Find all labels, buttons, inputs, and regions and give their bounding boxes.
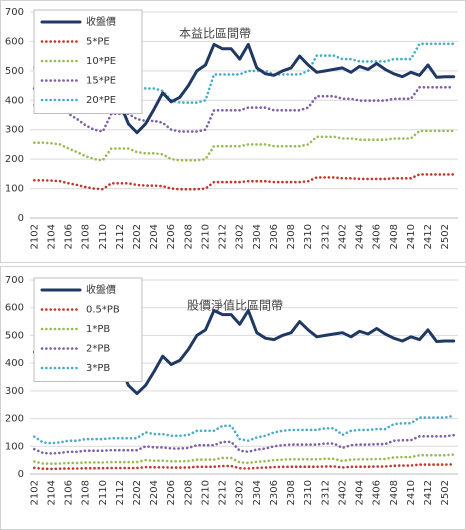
x-tick-label: 2202 [132, 480, 143, 505]
legend-label: 2*PB [86, 344, 110, 355]
legend-label: 15*PE [86, 76, 116, 87]
x-tick-label: 2502 [440, 480, 451, 505]
y-tick-label: 400 [5, 95, 24, 106]
x-tick-label: 2312 [320, 480, 331, 505]
x-tick-label: 2410 [406, 480, 417, 505]
y-tick-label: 500 [5, 66, 24, 77]
legend-label: 20*PE [86, 95, 116, 106]
series-line [33, 463, 455, 471]
legend-label: 3*PB [86, 363, 110, 374]
y-tick-label: 100 [5, 184, 24, 195]
legend: 收盤價 0.5*PB 1*PB 2*PB 3*PB [33, 277, 143, 382]
x-tick-label: 2206 [166, 480, 177, 505]
legend-box [33, 9, 143, 114]
x-tick-label: 2308 [286, 480, 297, 505]
pb-chart: 0 100 200 300 400 500 600 700 2102 2104 2106 2108 21… [0, 266, 466, 530]
legend: 收盤價 5*PE 10*PE 15*PE 20*PE [33, 9, 143, 114]
series-line [33, 414, 455, 445]
series-line [33, 453, 455, 465]
x-tick-label: 2110 [98, 480, 109, 505]
x-tick-label: 2104 [46, 224, 57, 249]
x-tick-label: 2502 [440, 224, 451, 249]
x-tick-label: 2212 [218, 224, 229, 249]
y-tick-label: 100 [5, 441, 24, 452]
x-tick-label: 2106 [64, 480, 75, 505]
x-tick-label: 2108 [81, 224, 92, 249]
series-line [33, 129, 455, 162]
x-tick-label: 2308 [286, 224, 297, 249]
y-tick-label: 200 [5, 414, 24, 425]
x-tick-label: 2206 [166, 224, 177, 249]
legend-label: 收盤價 [86, 283, 116, 296]
chart-title: 本益比區間帶 [179, 27, 251, 41]
x-tick-label: 2102 [29, 224, 40, 249]
legend-label: 10*PE [86, 56, 116, 67]
legend-label: 收盤價 [86, 15, 116, 28]
y-tick-label: 0 [18, 213, 24, 224]
x-tick-label: 2210 [200, 480, 211, 505]
pe-chart: 0 100 200 300 400 500 600 700 2102 2104 2106 2108 21… [0, 0, 466, 263]
x-tick-label: 2104 [46, 480, 57, 505]
legend-label: 1*PB [86, 324, 110, 335]
x-tick-label: 2410 [406, 224, 417, 249]
x-tick-label: 2302 [235, 224, 246, 249]
y-tick-label: 400 [5, 358, 24, 369]
x-tick-label: 2204 [149, 224, 160, 249]
x-tick-label: 2306 [269, 224, 280, 249]
y-tick-label: 700 [5, 275, 24, 286]
x-tick-label: 2204 [149, 480, 160, 505]
x-tick-label: 2406 [372, 480, 383, 505]
x-tick-label: 2106 [64, 224, 75, 249]
series-line [33, 86, 455, 133]
x-tick-label: 2202 [132, 224, 143, 249]
series-line [33, 42, 455, 104]
x-tick-label: 2304 [252, 480, 263, 505]
x-tick-label: 2108 [81, 480, 92, 505]
x-tick-label: 2402 [337, 224, 348, 249]
legend-label: 5*PE [86, 37, 110, 48]
y-tick-label: 0 [18, 469, 24, 480]
x-tick-label: 2306 [269, 480, 280, 505]
x-tick-label: 2408 [389, 480, 400, 505]
x-tick-label: 2102 [29, 480, 40, 505]
x-tick-label: 2304 [252, 224, 263, 249]
x-tick-label: 2412 [423, 224, 434, 249]
y-tick-label: 600 [5, 303, 24, 314]
legend-label: 0.5*PB [86, 305, 120, 316]
x-tick-label: 2312 [320, 224, 331, 249]
x-tick-label: 2404 [355, 480, 366, 505]
y-tick-label: 300 [5, 125, 24, 136]
x-tick-label: 2212 [218, 480, 229, 505]
x-tick-label: 2302 [235, 480, 246, 505]
x-tick-label: 2210 [200, 224, 211, 249]
x-tick-label: 2408 [389, 224, 400, 249]
legend-box [33, 277, 143, 382]
y-tick-label: 200 [5, 154, 24, 165]
x-tick-label: 2404 [355, 224, 366, 249]
y-tick-label: 500 [5, 330, 24, 341]
x-tick-label: 2208 [183, 224, 194, 249]
y-tick-label: 600 [5, 36, 24, 47]
x-tick-label: 2310 [303, 224, 314, 249]
x-tick-label: 2112 [115, 224, 126, 249]
x-tick-label: 2412 [423, 480, 434, 505]
x-tick-label: 2406 [372, 224, 383, 249]
x-tick-label: 2310 [303, 480, 314, 505]
y-tick-label: 300 [5, 386, 24, 397]
chart-title: 股價淨值比區間帶 [187, 298, 283, 313]
x-tick-label: 2112 [115, 480, 126, 505]
series-line [33, 173, 455, 191]
x-tick-label: 2110 [98, 224, 109, 249]
x-tick-label: 2402 [337, 480, 348, 505]
y-tick-label: 700 [5, 7, 24, 18]
x-tick-label: 2208 [183, 480, 194, 505]
